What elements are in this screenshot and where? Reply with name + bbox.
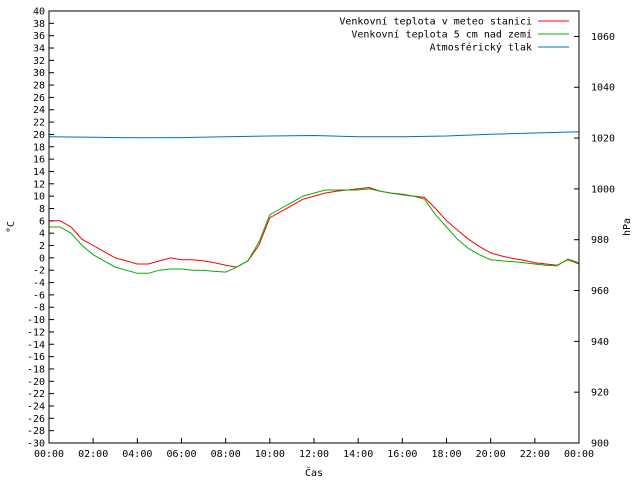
x-tick-label: 22:00 bbox=[520, 449, 550, 460]
y-tick-label: -26 bbox=[27, 414, 45, 425]
y2-tick-label: 1060 bbox=[591, 32, 615, 43]
y-tick-label: 12 bbox=[33, 179, 45, 190]
x-tick-label: 16:00 bbox=[387, 449, 417, 460]
y-axis-label: °C bbox=[6, 221, 17, 233]
x-tick-label: 12:00 bbox=[299, 449, 329, 460]
y2-axis-label: hPa bbox=[622, 218, 633, 236]
y-tick-label: 40 bbox=[33, 7, 45, 18]
x-tick-label: 04:00 bbox=[122, 449, 152, 460]
y-tick-label: 2 bbox=[39, 241, 45, 252]
y-tick-label: -12 bbox=[27, 327, 45, 338]
y-tick-label: 14 bbox=[33, 167, 45, 178]
y-tick-label: 10 bbox=[33, 192, 45, 203]
y-tick-label: -20 bbox=[27, 377, 45, 388]
y-tick-label: -2 bbox=[33, 266, 45, 277]
y-axis-right: 1060 1040 1020 1000 980 960 940 920 900 bbox=[574, 32, 615, 450]
y2-tick-label: 1000 bbox=[591, 184, 615, 195]
x-tick-label: 00:00 bbox=[34, 449, 64, 460]
y-tick-label: 4 bbox=[39, 229, 45, 240]
y-tick-label: 6 bbox=[39, 216, 45, 227]
y2-tick-label: 960 bbox=[591, 286, 609, 297]
plot-frame bbox=[48, 10, 580, 444]
series-line-3 bbox=[48, 131, 580, 139]
y-tick-label: 20 bbox=[33, 130, 45, 141]
legend-label-1: Venkovní teplota v meteo stanici bbox=[339, 16, 532, 28]
plot-series bbox=[48, 131, 580, 274]
y-tick-label: -30 bbox=[27, 439, 45, 450]
y-tick-label: 26 bbox=[33, 93, 45, 104]
x-tick-label: 00:00 bbox=[564, 449, 594, 460]
x-tick-label: 08:00 bbox=[211, 449, 241, 460]
legend: Venkovní teplota v meteo staniciVenkovní… bbox=[339, 16, 569, 54]
y-tick-label: -18 bbox=[27, 364, 45, 375]
y-tick-label: -8 bbox=[33, 303, 45, 314]
y-tick-label: -14 bbox=[27, 340, 45, 351]
y2-tick-label: 940 bbox=[591, 337, 609, 348]
legend-label-3: Atmosférický tlak bbox=[430, 42, 532, 54]
y-tick-label: -16 bbox=[27, 352, 45, 363]
y-axis-left: 4038363432302826242220181614121086420-2-… bbox=[27, 7, 54, 450]
y-tick-label: 30 bbox=[33, 68, 45, 79]
y2-tick-label: 900 bbox=[591, 439, 609, 450]
y2-tick-label: 1040 bbox=[591, 83, 615, 94]
y-tick-label: 16 bbox=[33, 155, 45, 166]
y-tick-label: 34 bbox=[33, 44, 45, 55]
series-line-1 bbox=[49, 186, 580, 268]
y2-tick-label: 920 bbox=[591, 388, 609, 399]
y-tick-label: 24 bbox=[33, 105, 45, 116]
y-tick-label: 32 bbox=[33, 56, 45, 67]
y2-tick-label: 980 bbox=[591, 235, 609, 246]
y-tick-label: -4 bbox=[33, 278, 45, 289]
y-tick-label: 36 bbox=[33, 31, 45, 42]
y-tick-label: -28 bbox=[27, 426, 45, 437]
x-tick-label: 10:00 bbox=[255, 449, 285, 460]
y-tick-label: -22 bbox=[27, 389, 45, 400]
x-tick-label: 18:00 bbox=[431, 449, 461, 460]
y-tick-label: 0 bbox=[39, 253, 45, 264]
x-axis: 00:00 02:00 04:00 06:00 08:00 10:00 12:00 14:00… bbox=[34, 438, 594, 460]
y2-tick-label: 1020 bbox=[591, 134, 615, 145]
x-tick-label: 14:00 bbox=[343, 449, 373, 460]
series-line-2 bbox=[49, 188, 580, 274]
y-tick-label: 18 bbox=[33, 142, 45, 153]
y-tick-label: 8 bbox=[39, 204, 45, 215]
y-tick-label: 38 bbox=[33, 19, 45, 30]
y-tick-label: -24 bbox=[27, 401, 45, 412]
x-tick-label: 02:00 bbox=[78, 449, 108, 460]
x-tick-label: 20:00 bbox=[476, 449, 506, 460]
x-axis-label: Čas bbox=[305, 466, 323, 479]
y-tick-label: -6 bbox=[33, 290, 45, 301]
x-tick-label: 06:00 bbox=[166, 449, 196, 460]
y-tick-label: -10 bbox=[27, 315, 45, 326]
y-tick-label: 28 bbox=[33, 81, 45, 92]
legend-label-2: Venkovní teplota 5 cm nad zemí bbox=[351, 29, 532, 41]
y-tick-label: 22 bbox=[33, 118, 45, 129]
